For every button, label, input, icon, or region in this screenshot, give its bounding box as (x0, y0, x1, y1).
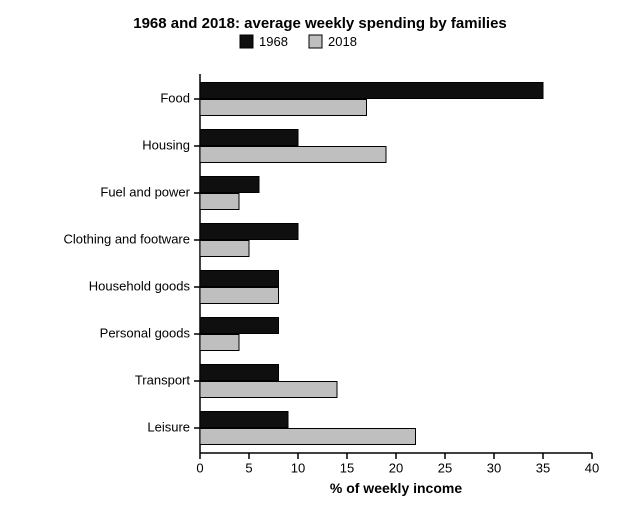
bar-2018 (200, 288, 278, 304)
x-tick-label: 10 (291, 461, 305, 476)
x-tick-label: 30 (487, 461, 501, 476)
category-label: Leisure (147, 419, 190, 434)
legend-swatch (309, 35, 322, 48)
bar-2018 (200, 194, 239, 210)
x-tick-label: 5 (245, 461, 252, 476)
x-tick-label: 15 (340, 461, 354, 476)
category-label: Fuel and power (100, 184, 190, 199)
legend-label: 2018 (328, 34, 357, 49)
bar-2018 (200, 382, 337, 398)
bar-2018 (200, 335, 239, 351)
x-tick-label: 25 (438, 461, 452, 476)
x-tick-label: 35 (536, 461, 550, 476)
x-tick-label: 40 (585, 461, 599, 476)
x-tick-label: 0 (196, 461, 203, 476)
bar-1968 (200, 83, 543, 99)
category-label: Clothing and footware (64, 231, 190, 246)
spending-bar-chart: 1968 and 2018: average weekly spending b… (0, 0, 640, 517)
bar-1968 (200, 318, 278, 334)
category-label: Personal goods (100, 325, 191, 340)
category-label: Household goods (89, 278, 191, 293)
legend-swatch (240, 35, 253, 48)
bar-1968 (200, 271, 278, 287)
category-label: Food (160, 90, 190, 105)
chart-title: 1968 and 2018: average weekly spending b… (133, 15, 507, 32)
bar-2018 (200, 241, 249, 257)
x-tick-label: 20 (389, 461, 403, 476)
x-axis-label: % of weekly income (330, 480, 462, 496)
bar-2018 (200, 429, 416, 445)
bar-2018 (200, 100, 367, 116)
bar-1968 (200, 224, 298, 240)
bar-1968 (200, 412, 288, 428)
bar-1968 (200, 130, 298, 146)
bar-1968 (200, 177, 259, 193)
bar-2018 (200, 147, 386, 163)
chart-container: 1968 and 2018: average weekly spending b… (0, 0, 640, 517)
category-label: Transport (135, 372, 191, 387)
bar-1968 (200, 365, 278, 381)
legend-label: 1968 (259, 34, 288, 49)
category-label: Housing (142, 137, 190, 152)
